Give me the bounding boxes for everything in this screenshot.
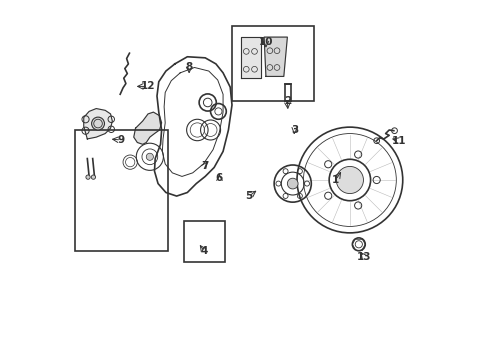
Text: 1: 1 bbox=[331, 175, 339, 185]
Text: 3: 3 bbox=[290, 125, 298, 135]
Circle shape bbox=[91, 175, 95, 179]
Circle shape bbox=[146, 153, 153, 160]
Circle shape bbox=[287, 178, 298, 189]
Circle shape bbox=[86, 175, 90, 179]
Text: 5: 5 bbox=[245, 191, 252, 201]
Text: 12: 12 bbox=[141, 81, 155, 91]
Text: 2: 2 bbox=[283, 96, 290, 107]
Bar bbox=[75, 130, 167, 251]
Circle shape bbox=[91, 117, 104, 130]
Text: 11: 11 bbox=[391, 136, 405, 146]
Polygon shape bbox=[264, 37, 287, 76]
Polygon shape bbox=[134, 112, 162, 144]
Polygon shape bbox=[241, 37, 260, 78]
Text: 4: 4 bbox=[201, 247, 208, 256]
Bar bbox=[285, 84, 290, 101]
Text: 13: 13 bbox=[356, 252, 371, 262]
Text: 9: 9 bbox=[118, 135, 124, 145]
Text: 6: 6 bbox=[215, 173, 223, 183]
Text: 8: 8 bbox=[185, 63, 192, 72]
Polygon shape bbox=[83, 109, 112, 139]
Circle shape bbox=[336, 166, 363, 194]
Text: 7: 7 bbox=[201, 161, 208, 171]
Text: 10: 10 bbox=[258, 37, 273, 48]
Bar bbox=[183, 221, 224, 262]
Bar bbox=[231, 26, 313, 102]
